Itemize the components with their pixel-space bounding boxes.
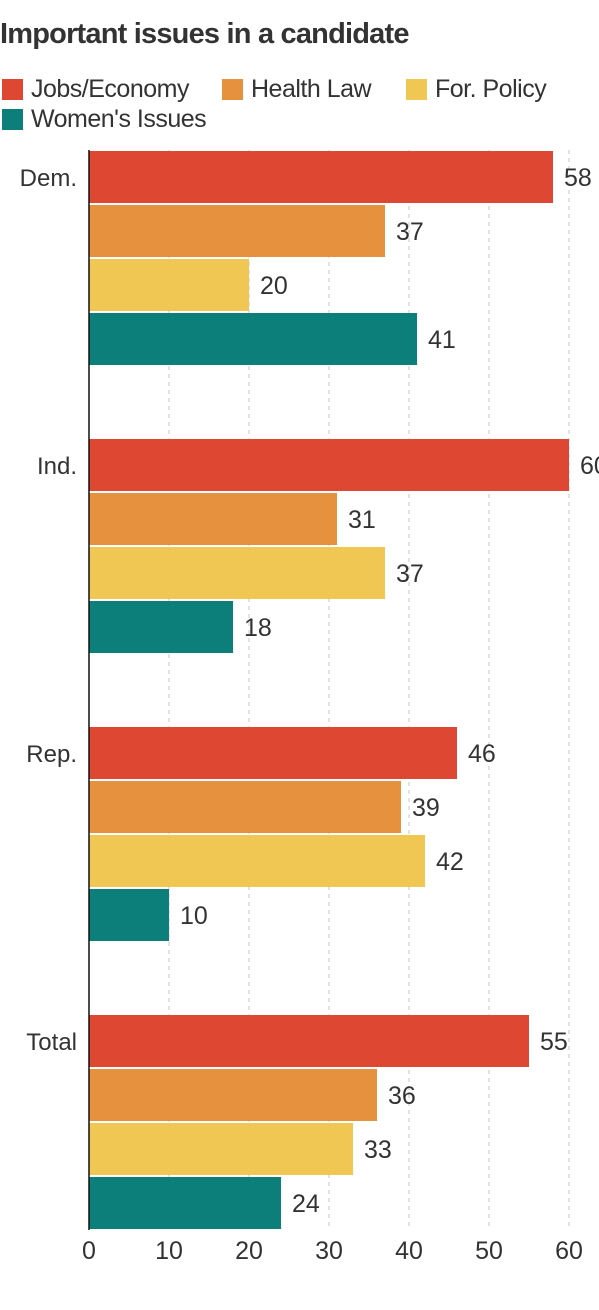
bar-dem-for-policy [89, 259, 249, 311]
x-tick-label-60: 60 [555, 1237, 583, 1265]
bar-ind-women-s-issues [89, 601, 233, 653]
x-tick-label-50: 50 [475, 1237, 503, 1265]
chart-title: Important issues in a candidate [0, 18, 410, 50]
legend-swatch-health-law [222, 78, 243, 100]
legend-item-health-law: Health Law [222, 74, 372, 104]
legend-item-foreign-policy: For. Policy [406, 74, 547, 104]
value-label-dem-for-policy: 20 [260, 272, 288, 300]
value-label-ind-for-policy: 37 [396, 560, 424, 588]
bar-total-women-s-issues [89, 1177, 281, 1229]
value-label-total-jobs-economy: 55 [540, 1028, 568, 1056]
bar-dem-health-law [89, 205, 385, 257]
bar-total-for-policy [89, 1123, 353, 1175]
bar-rep-for-policy [89, 835, 425, 887]
legend-item-womens-issues: Women's Issues [2, 104, 207, 134]
x-tick-label-20: 20 [235, 1237, 263, 1265]
bar-rep-health-law [89, 781, 401, 833]
category-label-total: Total [26, 1029, 77, 1056]
category-label-rep: Rep. [26, 741, 77, 768]
value-label-dem-jobs-economy: 58 [564, 164, 592, 192]
bar-ind-jobs-economy [89, 439, 569, 491]
value-label-ind-women-s-issues: 18 [244, 614, 272, 642]
value-label-dem-health-law: 37 [396, 218, 424, 246]
bar-dem-jobs-economy [89, 151, 553, 203]
bar-rep-women-s-issues [89, 889, 169, 941]
bar-rep-jobs-economy [89, 727, 457, 779]
value-label-dem-women-s-issues: 41 [428, 326, 456, 354]
legend-item-jobs-economy: Jobs/Economy [2, 74, 189, 104]
legend-label-foreign-policy: For. Policy [435, 74, 547, 103]
value-label-total-for-policy: 33 [364, 1136, 392, 1164]
bar-total-health-law [89, 1069, 377, 1121]
legend-swatch-foreign-policy [406, 78, 427, 100]
value-label-total-health-law: 36 [388, 1082, 416, 1110]
bar-total-jobs-economy [89, 1015, 529, 1067]
value-label-rep-women-s-issues: 10 [180, 902, 208, 930]
bar-ind-for-policy [89, 547, 385, 599]
bar-ind-health-law [89, 493, 337, 545]
legend-swatch-womens-issues [2, 108, 23, 130]
category-label-ind: Ind. [37, 453, 77, 480]
value-label-rep-health-law: 39 [412, 794, 440, 822]
value-label-ind-jobs-economy: 60 [580, 452, 599, 480]
category-label-dem: Dem. [20, 165, 77, 192]
value-label-ind-health-law: 31 [348, 506, 376, 534]
value-label-rep-for-policy: 42 [436, 848, 464, 876]
bar-dem-women-s-issues [89, 313, 417, 365]
value-label-total-women-s-issues: 24 [292, 1190, 320, 1218]
legend-label-health-law: Health Law [251, 74, 372, 103]
legend-label-jobs-economy: Jobs/Economy [31, 74, 189, 103]
legend-label-womens-issues: Women's Issues [31, 104, 207, 133]
x-tick-label-30: 30 [315, 1237, 343, 1265]
legend-swatch-jobs-economy [2, 78, 23, 100]
legend: Jobs/Economy Health Law For. Policy Wome… [0, 72, 599, 136]
x-tick-label-10: 10 [155, 1237, 183, 1265]
value-label-rep-jobs-economy: 46 [468, 740, 496, 768]
x-tick-label-40: 40 [395, 1237, 423, 1265]
x-tick-label-0: 0 [82, 1237, 96, 1265]
